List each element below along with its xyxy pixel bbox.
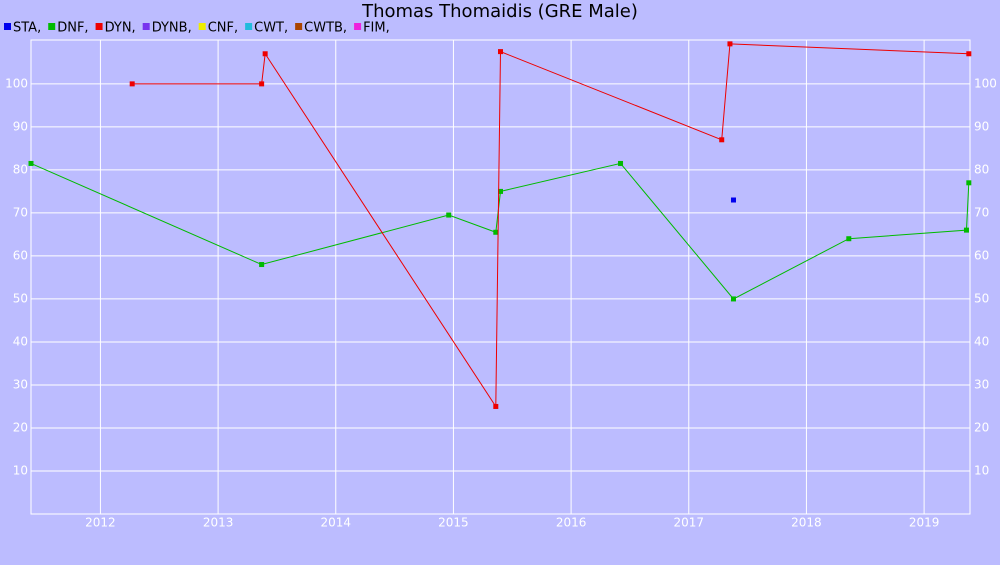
data-point: [846, 236, 852, 242]
y-tick-label: 10: [13, 463, 28, 477]
chart-title: Thomas Thomaidis (GRE Male): [361, 1, 638, 22]
y-tick-label-right: 40: [974, 334, 989, 348]
data-point: [966, 180, 972, 186]
y-tick-label-right: 60: [974, 248, 989, 262]
data-point: [498, 49, 503, 55]
y-tick-label: 80: [13, 162, 28, 176]
x-tick-label: 2012: [85, 516, 116, 530]
legend-label: CWT,: [254, 21, 288, 36]
data-point: [259, 81, 265, 87]
y-tick-label-right: 100: [974, 76, 997, 90]
series-line: [132, 43, 969, 409]
legend-label: DYN,: [105, 21, 136, 36]
y-tick-label: 20: [13, 420, 28, 434]
data-point: [618, 160, 624, 166]
x-tick-label: 2017: [673, 516, 704, 530]
x-tick-label: 2019: [909, 516, 940, 530]
x-tick-label: 2016: [556, 516, 587, 530]
data-point: [719, 137, 725, 143]
data-point: [727, 41, 733, 47]
y-tick-label: 70: [13, 205, 28, 219]
legend-swatch: [48, 23, 56, 30]
legend-label: DNF,: [57, 21, 88, 36]
y-tick-label: 30: [13, 377, 28, 391]
data-point: [966, 51, 972, 57]
legend-swatch: [142, 23, 150, 30]
legend-swatch: [4, 23, 11, 30]
plot-frame: [30, 39, 971, 515]
x-tick-label: 2014: [320, 516, 351, 530]
legend-label: FIM,: [363, 21, 390, 36]
y-tick-label: 50: [13, 291, 28, 305]
legend-swatch: [354, 23, 362, 30]
legend-label: CNF,: [208, 21, 238, 36]
data-point: [730, 296, 736, 302]
y-tick-label: 60: [13, 248, 28, 262]
y-tick-label-right: 80: [974, 162, 989, 176]
data-point: [259, 262, 265, 268]
legend-swatch: [295, 23, 303, 30]
data-point: [730, 197, 736, 203]
legend-swatch: [245, 23, 253, 30]
data-point: [446, 212, 452, 218]
y-tick-label-right: 90: [974, 119, 989, 133]
y-tick-label-right: 20: [974, 420, 989, 434]
y-tick-label: 90: [13, 119, 28, 133]
legend-label: STA,: [13, 21, 41, 36]
data-point: [493, 229, 499, 235]
data-point: [129, 81, 135, 87]
series-line: [30, 162, 970, 300]
legend-label: CWTB,: [304, 21, 347, 36]
y-tick-label-right: 10: [974, 463, 989, 477]
legend-label: DYNB,: [152, 21, 192, 36]
data-point: [498, 188, 503, 194]
data-point: [28, 160, 34, 166]
y-tick-label-right: 70: [974, 205, 989, 219]
x-tick-label: 2018: [791, 516, 822, 530]
y-tick-label-right: 50: [974, 291, 989, 305]
legend-swatch: [198, 23, 206, 30]
y-tick-label: 100: [5, 76, 28, 90]
data-point: [262, 51, 268, 57]
x-tick-label: 2013: [203, 516, 234, 530]
data-point: [493, 403, 499, 409]
x-tick-label: 2015: [438, 516, 469, 530]
y-tick-label-right: 30: [974, 377, 989, 391]
data-point: [963, 227, 969, 233]
y-tick-label: 40: [13, 334, 28, 348]
legend-swatch: [95, 23, 103, 30]
